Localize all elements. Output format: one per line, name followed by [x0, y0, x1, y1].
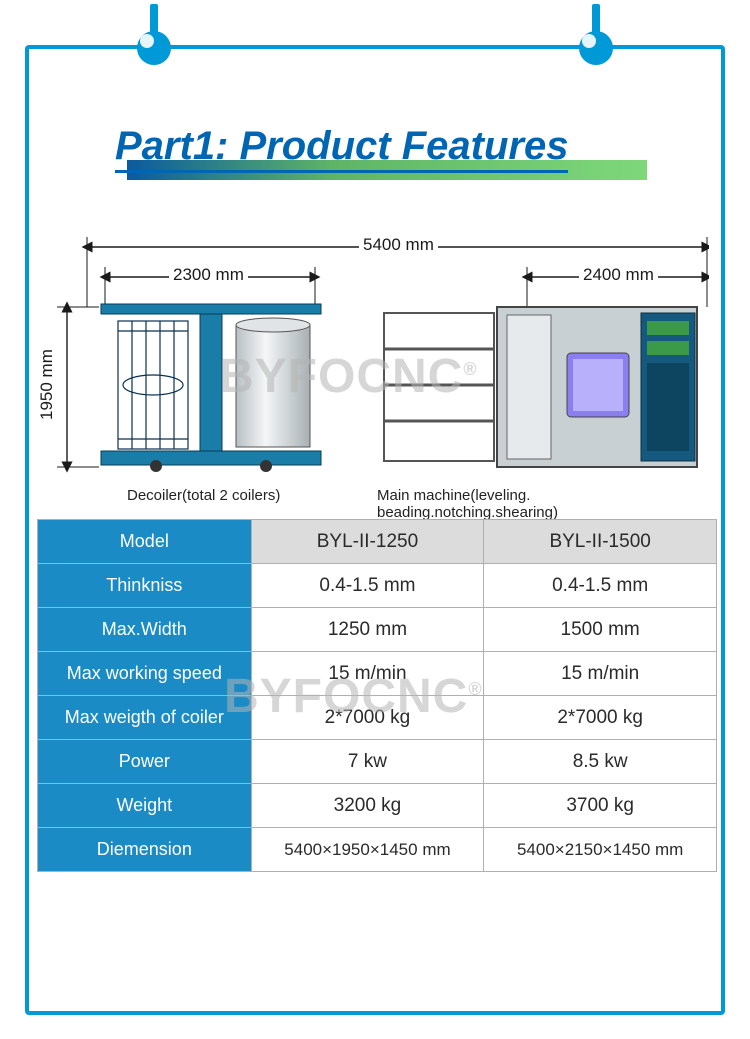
- table-row: Max working speed15 m/min15 m/min: [38, 652, 717, 696]
- section-title: Part1: Product Features: [115, 124, 635, 184]
- page-card: Part1: Product Features: [25, 45, 725, 1015]
- table-row: Max.Width1250 mm1500 mm: [38, 608, 717, 652]
- dim-decoiler: 2300 mm: [169, 265, 248, 285]
- technical-diagram: 5400 mm 2300 mm 2400 mm 1950 mm: [49, 229, 701, 509]
- dim-machine: 2400 mm: [579, 265, 658, 285]
- decoiler-diagram: [96, 301, 326, 476]
- dim-total: 5400 mm: [359, 235, 438, 255]
- table-row: Max weigth of coiler2*7000 kg2*7000 kg: [38, 696, 717, 740]
- spec-table: ModelBYL-II-1250BYL-II-1500 Thinkniss0.4…: [37, 519, 717, 872]
- table-row: Power7 kw8.5 kw: [38, 740, 717, 784]
- title-text: Part1: Product Features: [115, 124, 568, 173]
- table-row: Weight3200 kg3700 kg: [38, 784, 717, 828]
- machine-caption: Main machine(leveling. beading.notching.…: [377, 487, 701, 521]
- binder-clip-left: [137, 4, 171, 59]
- binder-clip-right: [579, 4, 613, 59]
- decoiler-caption: Decoiler(total 2 coilers): [127, 487, 280, 504]
- table-row: ModelBYL-II-1250BYL-II-1500: [38, 520, 717, 564]
- main-machine-diagram: [379, 301, 709, 476]
- table-row: Thinkniss0.4-1.5 mm0.4-1.5 mm: [38, 564, 717, 608]
- table-row: Diemension5400×1950×1450 mm5400×2150×145…: [38, 828, 717, 872]
- dim-height: 1950 mm: [37, 345, 57, 424]
